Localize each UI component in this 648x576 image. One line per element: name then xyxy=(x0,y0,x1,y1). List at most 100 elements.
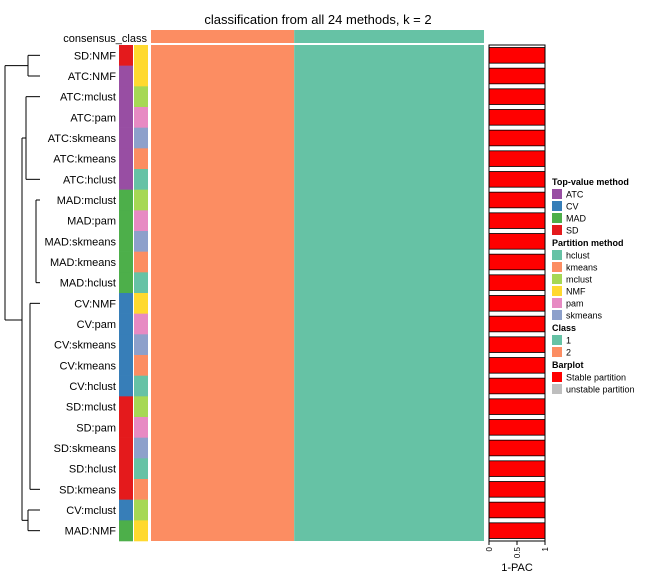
row-dendrogram xyxy=(4,54,40,532)
top-value-method-cell xyxy=(119,499,133,521)
top-value-method-cell xyxy=(119,437,133,459)
partition-method-cell xyxy=(134,127,148,149)
barplot-tick-label: 0 xyxy=(485,546,494,551)
partition-method-cell xyxy=(134,479,148,500)
row-annotation-columns xyxy=(119,45,148,542)
partition-method-cell xyxy=(134,231,148,252)
legend-item-label: 1 xyxy=(566,336,571,346)
legend-swatch xyxy=(552,372,562,382)
legend-item-label: mclust xyxy=(566,275,593,285)
barplot-tick-label: 1 xyxy=(541,546,550,551)
legend-swatch xyxy=(552,225,562,235)
partition-method-cell xyxy=(134,396,148,418)
pac-bar xyxy=(488,109,546,126)
pac-bar xyxy=(488,377,546,395)
top-value-method-cell xyxy=(119,417,133,438)
partition-method-cell xyxy=(134,86,148,108)
row-label: CV:kmeans xyxy=(60,360,117,372)
row-label: MAD:skmeans xyxy=(44,236,116,248)
row-label: CV:NMF xyxy=(74,298,116,310)
legend-item-label: Stable partition xyxy=(566,373,626,383)
pac-bar xyxy=(488,336,546,353)
partition-method-cell xyxy=(134,45,148,66)
row-label: SD:skmeans xyxy=(54,443,117,455)
top-value-method-cell xyxy=(119,355,133,376)
barplot-axis-label: 1-PAC xyxy=(501,562,533,574)
legend-item-label: SD xyxy=(566,226,579,236)
row-label: SD:kmeans xyxy=(59,484,116,496)
top-value-method-cell xyxy=(119,169,133,190)
top-value-method-cell xyxy=(119,231,133,252)
pac-bar xyxy=(488,501,546,519)
pac-bar xyxy=(488,460,546,477)
row-label: MAD:mclust xyxy=(57,195,116,207)
pac-bar xyxy=(488,357,546,374)
barplot-tick-label: 0.5 xyxy=(513,546,522,558)
pac-bar xyxy=(488,129,546,147)
top-value-method-cell xyxy=(119,65,133,87)
legend-item-label: skmeans xyxy=(566,311,603,321)
pac-bar xyxy=(488,150,546,167)
legend-item-label: 2 xyxy=(566,348,571,358)
partition-method-cell xyxy=(134,65,148,87)
top-value-method-cell xyxy=(119,458,133,480)
heatmap-block-class-2 xyxy=(151,45,295,541)
legend-swatch xyxy=(552,310,562,320)
legend-item-label: hclust xyxy=(566,251,590,261)
legend-item-label: NMF xyxy=(566,287,586,297)
top-value-method-cell xyxy=(119,375,133,397)
pac-bar xyxy=(488,67,546,85)
top-value-method-cell xyxy=(119,86,133,108)
pac-bar xyxy=(488,439,546,457)
partition-method-cell xyxy=(134,148,148,170)
pac-bar xyxy=(488,315,546,333)
partition-method-cell xyxy=(134,417,148,438)
row-label: CV:mclust xyxy=(66,505,116,517)
top-value-method-cell xyxy=(119,396,133,418)
row-label: MAD:hclust xyxy=(60,278,116,290)
row-label: ATC:NMF xyxy=(68,71,116,83)
row-label: ATC:skmeans xyxy=(48,133,117,145)
legend-title: Barplot xyxy=(552,360,584,370)
legend-swatch xyxy=(552,384,562,394)
row-label: MAD:kmeans xyxy=(50,257,117,269)
legend-item-label: CV xyxy=(566,202,579,212)
legend-item-label: MAD xyxy=(566,214,587,224)
partition-method-cell xyxy=(134,272,148,294)
legend-swatch xyxy=(552,335,562,345)
chart-title: classification from all 24 methods, k = … xyxy=(204,12,431,27)
row-label: SD:NMF xyxy=(74,50,116,62)
top-value-method-cell xyxy=(119,313,133,335)
legend-item-label: unstable partition xyxy=(566,385,635,395)
legend-title: Partition method xyxy=(552,238,624,248)
partition-method-cell xyxy=(134,520,148,542)
row-label: CV:skmeans xyxy=(54,340,116,352)
partition-method-cell xyxy=(134,313,148,335)
row-label: CV:pam xyxy=(77,319,116,331)
pac-bar xyxy=(488,274,546,291)
row-label: ATC:hclust xyxy=(63,174,116,186)
pac-bar xyxy=(488,47,546,64)
top-value-method-cell xyxy=(119,45,133,66)
top-value-method-cell xyxy=(119,210,133,232)
partition-method-cell xyxy=(134,355,148,376)
pac-bar xyxy=(488,191,546,209)
legend-item-label: pam xyxy=(566,299,584,309)
row-label: MAD:pam xyxy=(67,216,116,228)
pac-bar xyxy=(488,522,546,539)
pac-bar xyxy=(488,212,546,229)
legend-swatch xyxy=(552,250,562,260)
row-label: CV:hclust xyxy=(69,381,116,393)
top-value-method-cell xyxy=(119,148,133,170)
legend-title: Top-value method xyxy=(552,177,629,187)
top-value-method-cell xyxy=(119,189,133,211)
partition-method-cell xyxy=(134,499,148,521)
top-value-method-cell xyxy=(119,293,133,314)
heatmap-body xyxy=(151,30,484,541)
legend-item-label: ATC xyxy=(566,190,584,200)
partition-method-cell xyxy=(134,458,148,480)
row-label: SD:pam xyxy=(76,422,116,434)
top-value-method-cell xyxy=(119,334,133,356)
partition-method-cell xyxy=(134,210,148,232)
